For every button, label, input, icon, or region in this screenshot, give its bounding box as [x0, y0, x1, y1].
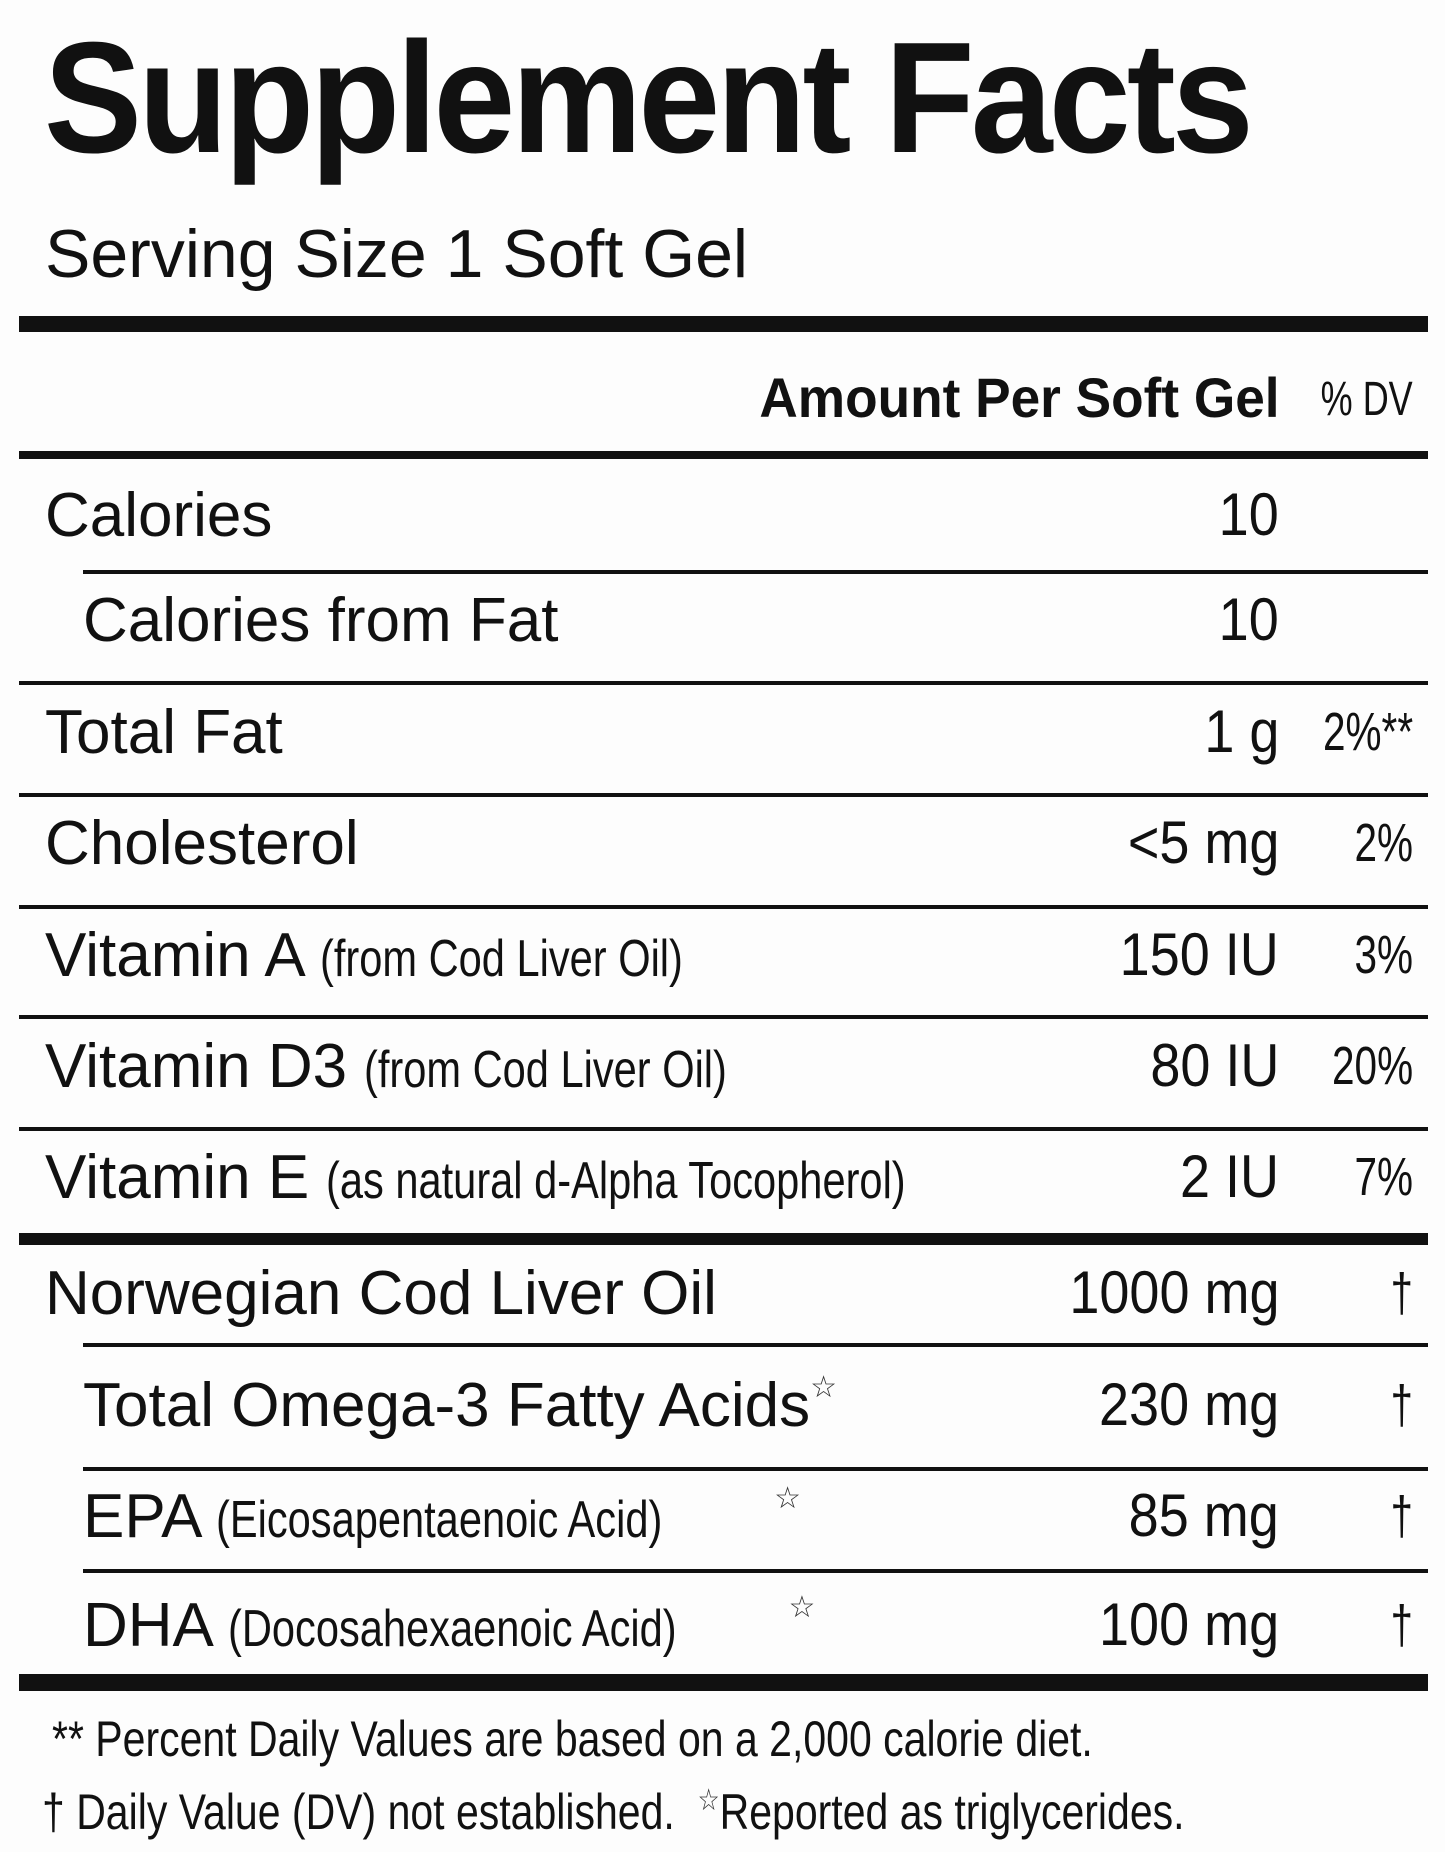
table-row: Cholesterol <5 mg 2% — [0, 808, 1445, 908]
nutrient-source: (from Cod Liver Oil) — [364, 1041, 728, 1099]
nutrient-name: EPA — [83, 1482, 200, 1551]
nutrient-label: Vitamin A (from Cod Liver Oil) — [45, 920, 773, 991]
table-row: Total Omega-3 Fatty Acids☆ 230 mg † — [0, 1370, 1445, 1470]
serving-size: Serving Size 1 Soft Gel — [45, 216, 749, 292]
nutrient-name: Vitamin D3 — [45, 1032, 348, 1101]
divider — [19, 793, 1428, 797]
nutrient-amount: 85 mg — [1128, 1482, 1279, 1549]
nutrient-label: Total Omega-3 Fatty Acids☆ — [83, 1370, 837, 1441]
nutrient-amount: 1 g — [1203, 698, 1279, 765]
nutrient-amount: 100 mg — [1098, 1591, 1279, 1658]
nutrient-label: Calories from Fat — [83, 585, 558, 656]
divider — [19, 451, 1428, 459]
nutrient-name: Norwegian Cod Liver Oil — [45, 1259, 717, 1328]
nutrient-label: Calories — [45, 480, 272, 551]
table-row: Vitamin E (as natural d-Alpha Tocopherol… — [0, 1142, 1445, 1242]
divider — [19, 1674, 1428, 1691]
nutrient-name: Calories from Fat — [83, 586, 559, 655]
footnote-dv-not-established: † Daily Value (DV) not established. ☆Rep… — [42, 1783, 1185, 1841]
nutrient-amount: 2 IU — [1179, 1143, 1279, 1210]
table-row: Vitamin A (from Cod Liver Oil) 150 IU 3% — [0, 920, 1445, 1020]
nutrient-name: Total Omega-3 Fatty Acids — [83, 1371, 811, 1440]
nutrient-label: Cholesterol — [45, 808, 359, 879]
divider — [83, 1569, 1428, 1573]
star-icon: ☆ — [774, 1482, 802, 1515]
footnote-dagger: † Daily Value (DV) not established. — [42, 1784, 675, 1840]
nutrient-dv: † — [1390, 1375, 1413, 1435]
nutrient-amount: 10 — [1218, 481, 1279, 548]
divider-thick — [19, 316, 1428, 332]
nutrient-source: (from Cod Liver Oil) — [319, 930, 683, 988]
divider — [19, 1127, 1428, 1131]
nutrient-name: Total Fat — [45, 698, 283, 767]
nutrient-amount: 150 IU — [1119, 921, 1279, 988]
star-icon: ☆ — [697, 1784, 720, 1817]
table-row: DHA (Docosahexaenoic Acid) ☆ 100 mg † — [0, 1590, 1445, 1690]
divider — [19, 1233, 1428, 1245]
amount-header: Amount Per Soft Gel — [759, 366, 1280, 429]
nutrient-source: (Eicosapentaenoic Acid) — [216, 1491, 663, 1549]
nutrient-name: Calories — [45, 481, 273, 550]
nutrient-amount: <5 mg — [1127, 809, 1279, 876]
nutrient-name: Cholesterol — [45, 809, 359, 878]
nutrient-label: Vitamin D3 (from Cod Liver Oil) — [45, 1031, 818, 1102]
star-icon: ☆ — [810, 1371, 837, 1404]
nutrient-dv: 3% — [1354, 925, 1413, 985]
nutrient-label: Vitamin E (as natural d-Alpha Tocopherol… — [45, 1142, 1051, 1213]
nutrient-dv: † — [1390, 1595, 1413, 1655]
nutrient-source: (as natural d-Alpha Tocopherol) — [326, 1152, 907, 1210]
divider — [19, 1015, 1428, 1019]
nutrient-amount: 230 mg — [1098, 1371, 1279, 1438]
divider — [83, 1343, 1428, 1347]
nutrient-source: (Docosahexaenoic Acid) — [227, 1600, 677, 1658]
divider — [19, 681, 1428, 685]
dv-header: % DV — [1320, 373, 1413, 426]
nutrient-label: Norwegian Cod Liver Oil — [45, 1258, 717, 1329]
nutrient-label: EPA (Eicosapentaenoic Acid) ☆ — [83, 1481, 801, 1552]
nutrient-amount: 1000 mg — [1068, 1259, 1279, 1326]
nutrient-name: Vitamin E — [45, 1143, 310, 1212]
nutrient-dv: 2% — [1354, 813, 1413, 873]
table-row: Vitamin D3 (from Cod Liver Oil) 80 IU 20% — [0, 1031, 1445, 1131]
nutrient-name: DHA — [83, 1591, 211, 1660]
footnote-triglycerides: Reported as triglycerides. — [719, 1784, 1185, 1840]
nutrient-label: Total Fat — [45, 697, 283, 768]
nutrient-dv: † — [1390, 1263, 1413, 1323]
footnote-dv-basis: ** Percent Daily Values are based on a 2… — [52, 1711, 1093, 1767]
nutrient-name: Vitamin A — [45, 921, 303, 990]
nutrient-dv: 7% — [1354, 1147, 1413, 1207]
table-row: Calories from Fat 10 — [0, 585, 1445, 685]
page-title: Supplement Facts — [44, 10, 1254, 186]
nutrient-dv: 20% — [1331, 1036, 1413, 1096]
nutrient-dv: † — [1390, 1486, 1413, 1546]
table-row: EPA (Eicosapentaenoic Acid) ☆ 85 mg † — [0, 1481, 1445, 1581]
nutrient-amount: 80 IU — [1149, 1032, 1279, 1099]
nutrient-dv: 2%** — [1322, 702, 1413, 762]
divider — [19, 905, 1428, 909]
divider — [83, 570, 1428, 574]
star-icon: ☆ — [788, 1591, 816, 1624]
nutrient-label: DHA (Docosahexaenoic Acid) ☆ — [83, 1590, 815, 1661]
table-row: Calories 10 — [0, 480, 1445, 580]
divider — [83, 1467, 1428, 1471]
table-row: Norwegian Cod Liver Oil 1000 mg † — [0, 1258, 1445, 1358]
table-row: Total Fat 1 g 2%** — [0, 697, 1445, 797]
nutrient-amount: 10 — [1218, 586, 1279, 653]
